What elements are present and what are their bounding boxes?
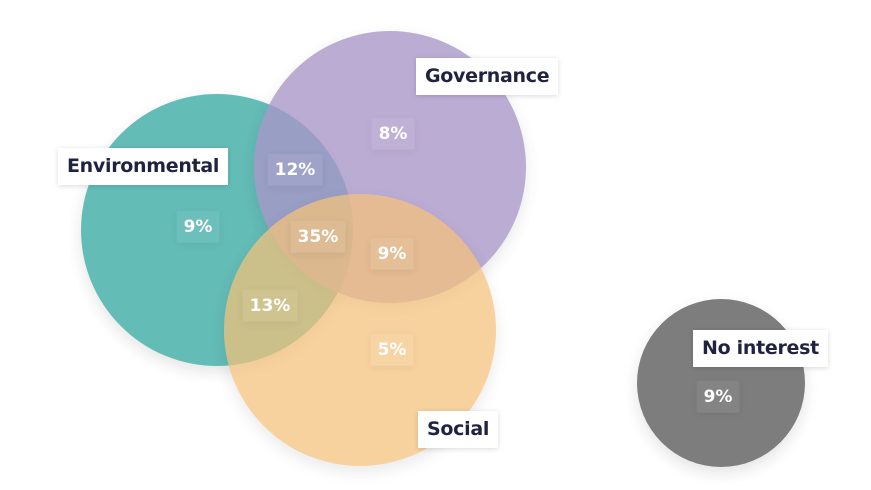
- region-value-social-only: 5%: [370, 333, 414, 367]
- set-label-environmental: Environmental: [58, 148, 229, 185]
- set-label-no-interest: No interest: [693, 330, 828, 367]
- social-circle: [224, 194, 496, 466]
- region-value-governance-only: 8%: [371, 117, 415, 151]
- region-value-environmental-only: 9%: [176, 210, 220, 244]
- set-label-governance: Governance: [416, 58, 559, 95]
- set-label-social: Social: [418, 411, 499, 448]
- region-value-governance-social: 9%: [370, 237, 414, 271]
- region-value-environmental-social: 13%: [242, 289, 298, 323]
- region-value-no-interest: 9%: [696, 380, 740, 414]
- region-value-all-three: 35%: [290, 220, 346, 254]
- region-value-environmental-governance: 12%: [267, 153, 323, 187]
